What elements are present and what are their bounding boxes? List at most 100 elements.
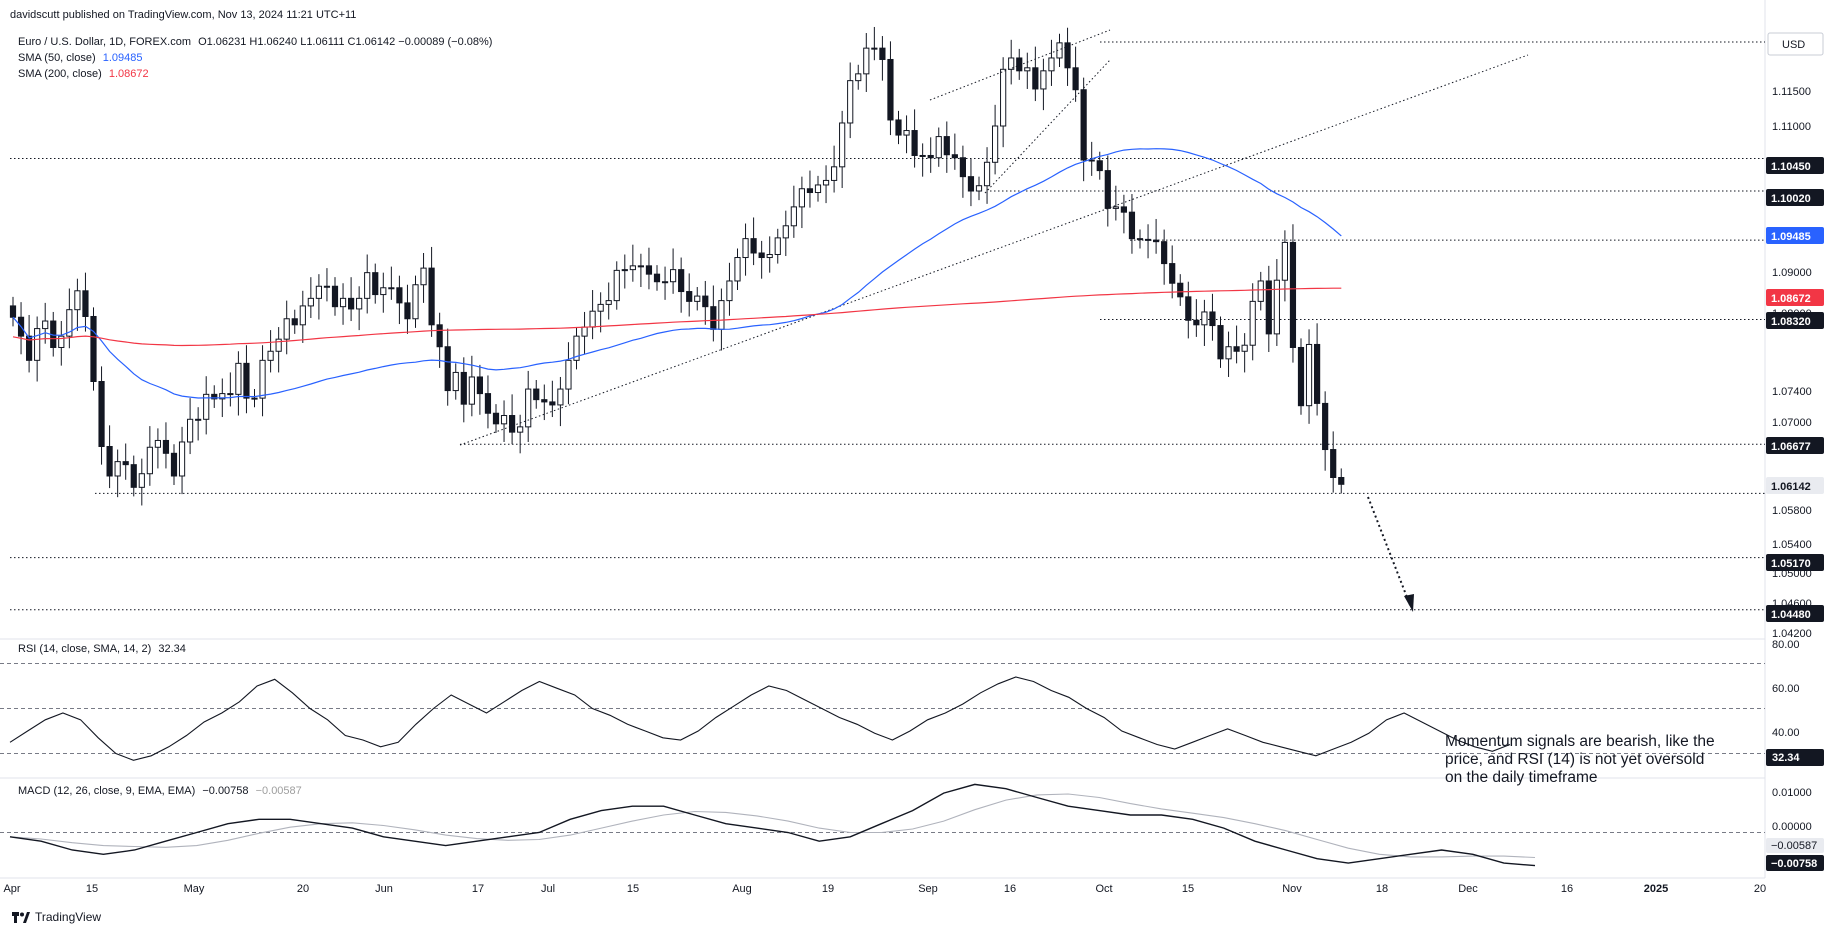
rsi-line [9,676,1511,761]
candle-body [484,393,492,414]
price-tag-label: 1.08320 [1771,316,1811,328]
candle-body [839,122,846,168]
annotation-text: Momentum signals are bearish, like the p… [1445,733,1715,786]
candle-body [871,47,878,50]
price-tag [1766,437,1824,454]
candle-body [203,393,210,420]
candle-body [146,446,153,475]
candle-body [774,237,781,256]
candle-body [1305,343,1313,407]
candle-body [750,238,757,254]
candle-body [581,326,588,337]
candle-body [798,188,805,208]
x-axis-label: 15 [627,883,639,895]
candle-body [26,335,33,361]
price-tag [1766,289,1824,306]
candle-body [983,161,991,187]
candle-body [267,350,274,361]
candle-body [82,290,89,317]
price-tag-label: 1.05170 [1771,558,1811,570]
sma50-line [12,148,1342,399]
candle-body [154,439,162,448]
candle-body [613,269,620,302]
price-tick-label: 1.04200 [1772,628,1812,640]
candle-body [1330,449,1337,479]
candle-body [348,297,355,310]
candle-body [742,238,749,259]
candle-body [525,388,532,428]
price-tag-label: 1.09485 [1771,231,1811,243]
macd-value-tag [1766,855,1824,871]
price-tick-label: 1.09000 [1772,267,1812,279]
candle-body [1322,402,1329,451]
price-tag-label: 1.06677 [1771,441,1811,453]
candle-body [74,290,81,311]
macd-signal-value: −0.00587 [255,785,302,797]
candle-body [315,285,322,299]
x-axis-label: 15 [1182,883,1194,895]
candle-body [339,297,347,308]
candle-body [9,305,17,318]
candle-body [509,415,516,433]
sma200-value: 1.08672 [108,68,149,80]
sma50-label: SMA (50, close) [18,52,96,64]
symbol-legend[interactable]: Euro / U.S. Dollar, 1D, FOREX.com O1.062… [18,36,496,48]
candle-body [766,254,773,259]
sma200-legend[interactable]: SMA (200, close) 1.08672 [18,68,153,80]
candle-body [1008,57,1015,70]
x-axis-label: Nov [1282,883,1302,895]
candle-body [645,265,653,275]
candle-body [66,309,73,337]
brand-text: TradingView [35,910,102,924]
candle-body [1169,263,1176,284]
candle-body [1257,280,1264,302]
candle-body [283,318,290,340]
price-tag-label: 1.04480 [1771,609,1811,621]
price-tick-label: 1.11000 [1772,121,1811,133]
candle-body [243,362,250,399]
price-tick-label: 1.07400 [1772,386,1812,398]
candle-body [1080,89,1087,161]
candle-body [1297,346,1305,407]
candle-body [1185,296,1192,321]
candle-body [98,381,105,448]
candle-body [420,267,427,286]
candle-body [855,73,862,82]
candle-body [790,206,797,227]
candle-body [364,272,371,299]
rsi-legend[interactable]: RSI (14, close, SMA, 14, 2) 32.34 [18,643,190,655]
candle-body [162,439,170,454]
arrow-head-icon [1404,594,1414,612]
candle-body [597,303,604,312]
sma50-legend[interactable]: SMA (50, close) 1.09485 [18,52,146,64]
candle-body [686,291,693,302]
candle-body [903,130,910,136]
candle-body [492,412,500,425]
candle-body [758,252,765,259]
candle-body [1024,67,1031,72]
candle-body [331,285,339,308]
candle-body [235,362,242,395]
candle-body [195,418,202,421]
candle-body [444,346,451,392]
price-tag-label: 1.10450 [1771,161,1811,173]
candle-body [702,295,709,308]
candle-body [943,136,950,156]
candle-body [1088,159,1095,162]
candle-body [726,280,733,302]
candle-body [661,281,669,284]
macd-legend[interactable]: MACD (12, 26, close, 9, EMA, EMA) −0.007… [18,785,306,797]
candle-body [1136,238,1144,241]
macd-tick-label: 0.00000 [1772,821,1812,833]
candle-body [879,47,886,60]
candle-body [573,335,580,361]
price-tag [1766,227,1824,244]
candle-body [404,302,411,320]
tradingview-brand[interactable]: TradingView [12,910,101,924]
candle-body [533,388,540,401]
x-axis-label: Dec [1458,883,1478,895]
candle-body [1201,311,1208,326]
candle-body [847,80,854,124]
candle-body [927,154,934,159]
